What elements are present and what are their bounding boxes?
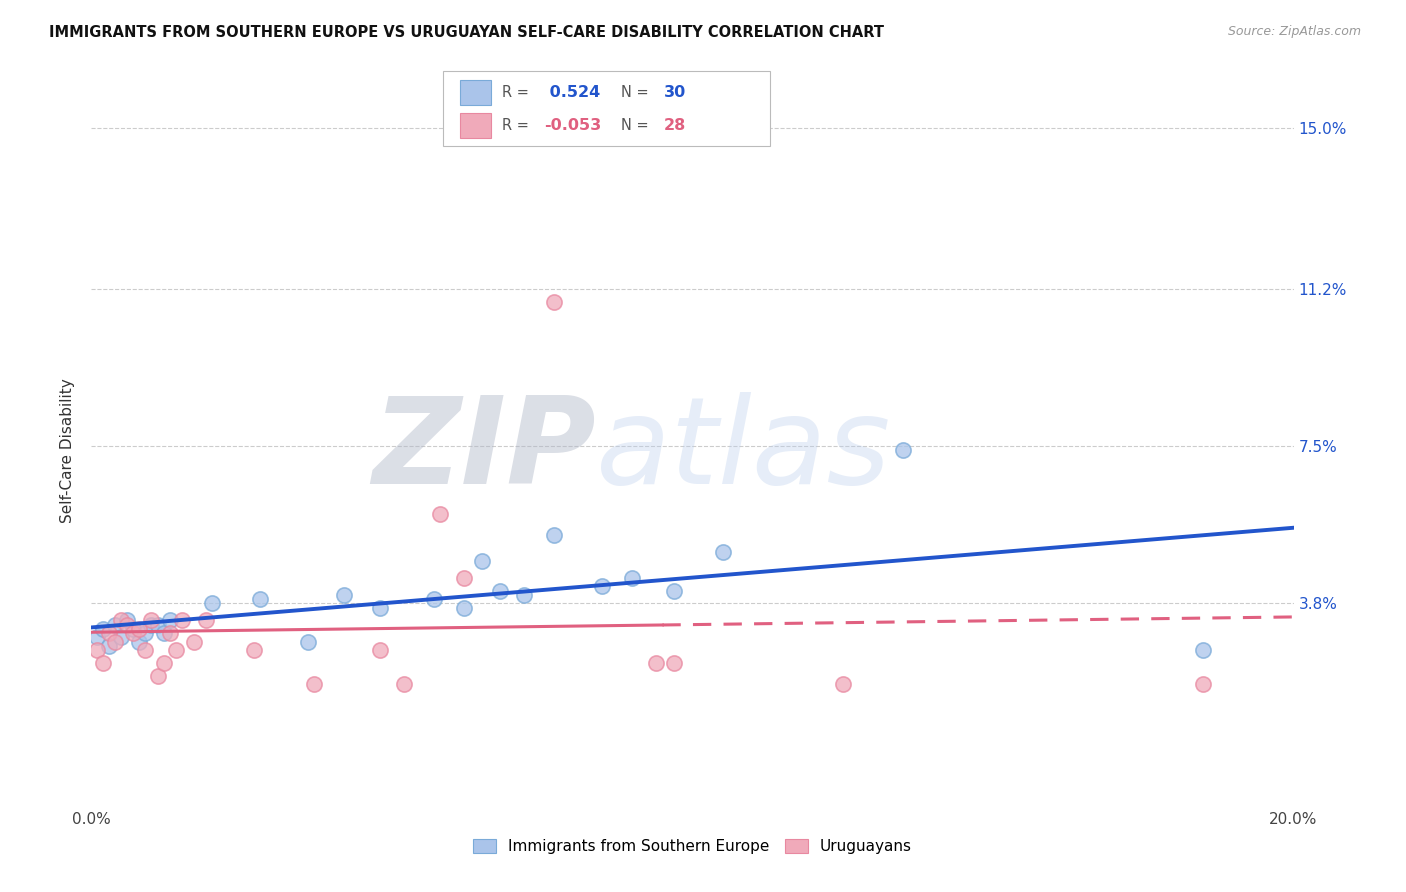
Point — [98, 639, 121, 653]
Point — [1192, 643, 1215, 657]
Point — [664, 583, 686, 598]
Point — [368, 600, 391, 615]
Point — [122, 626, 145, 640]
Point — [1192, 677, 1215, 691]
Point — [128, 622, 150, 636]
Point — [152, 656, 174, 670]
Point — [453, 571, 475, 585]
Point — [104, 617, 127, 632]
Point — [141, 613, 163, 627]
Point — [392, 677, 415, 691]
Text: N =: N = — [621, 118, 654, 133]
Text: R =: R = — [502, 118, 533, 133]
Point — [183, 634, 205, 648]
Point — [170, 613, 193, 627]
Point — [453, 600, 475, 615]
Point — [93, 622, 115, 636]
Point — [93, 656, 115, 670]
Legend: Immigrants from Southern Europe, Uruguayans: Immigrants from Southern Europe, Uruguay… — [467, 832, 918, 860]
Point — [423, 592, 446, 607]
Text: Source: ZipAtlas.com: Source: ZipAtlas.com — [1227, 25, 1361, 38]
Point — [141, 617, 163, 632]
Point — [513, 588, 536, 602]
Text: atlas: atlas — [596, 392, 891, 509]
Point — [368, 643, 391, 657]
Point — [134, 626, 156, 640]
Text: R =: R = — [502, 85, 533, 100]
Point — [242, 643, 264, 657]
Text: N =: N = — [621, 85, 654, 100]
Point — [302, 677, 325, 691]
Point — [117, 613, 139, 627]
Y-axis label: Self-Care Disability: Self-Care Disability — [60, 378, 76, 523]
Point — [86, 643, 108, 657]
Point — [645, 656, 668, 670]
Text: -0.053: -0.053 — [544, 118, 602, 133]
Point — [711, 545, 734, 559]
Point — [117, 617, 139, 632]
Point — [831, 677, 853, 691]
Text: IMMIGRANTS FROM SOUTHERN EUROPE VS URUGUAYAN SELF-CARE DISABILITY CORRELATION CH: IMMIGRANTS FROM SOUTHERN EUROPE VS URUGU… — [49, 25, 884, 40]
Point — [159, 626, 181, 640]
Point — [159, 613, 181, 627]
Point — [591, 579, 613, 593]
Point — [201, 596, 224, 610]
Text: 28: 28 — [664, 118, 686, 133]
Point — [333, 588, 356, 602]
Point — [110, 613, 132, 627]
Point — [621, 571, 644, 585]
Point — [249, 592, 271, 607]
Point — [104, 634, 127, 648]
Text: 0.524: 0.524 — [544, 85, 600, 100]
Point — [664, 656, 686, 670]
Point — [471, 554, 494, 568]
Point — [543, 294, 565, 309]
Point — [134, 643, 156, 657]
Point — [429, 507, 451, 521]
Point — [891, 443, 914, 458]
Point — [146, 668, 169, 682]
Point — [146, 617, 169, 632]
Point — [152, 626, 174, 640]
Point — [543, 528, 565, 542]
Point — [165, 643, 187, 657]
Point — [110, 631, 132, 645]
Point — [128, 634, 150, 648]
Point — [86, 631, 108, 645]
Text: 30: 30 — [664, 85, 686, 100]
Point — [194, 613, 217, 627]
Point — [297, 634, 319, 648]
Point — [489, 583, 512, 598]
Point — [122, 622, 145, 636]
Text: ZIP: ZIP — [373, 392, 596, 509]
Point — [98, 626, 121, 640]
